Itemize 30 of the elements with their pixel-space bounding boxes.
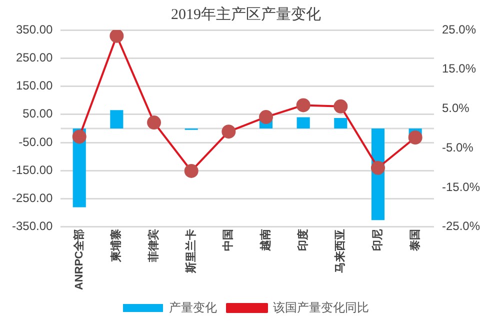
y-tick-label: 50.00: [22, 106, 54, 121]
y2-tick-label: 5.0%: [442, 101, 470, 116]
y2-tick-label: -15.0%: [442, 180, 480, 194]
x-tick-label: 泰国: [409, 228, 422, 252]
x-tick-label: 印度: [296, 228, 310, 251]
x-tick-label: 中国: [222, 228, 235, 251]
x-tick-label: 越南: [259, 228, 272, 252]
x-tick-label: 斯里兰卡: [184, 228, 198, 274]
y-tick-label: 250.00: [16, 50, 54, 64]
y-tick-label: 350.00: [16, 22, 54, 36]
legend-label: 该国产量变化同比: [273, 300, 369, 314]
y-tick-label: -50.00: [18, 134, 54, 149]
y2-tick-label: -5.0%: [442, 140, 474, 154]
y-tick-label: -350.00: [12, 219, 54, 234]
bar: [296, 117, 310, 128]
x-tick-label: 菲律宾: [147, 228, 160, 263]
x-tick-label: 印尼: [371, 228, 384, 251]
x-tick-label: 柬埔寨: [110, 228, 123, 263]
y2-tick-label: 25.0%: [442, 22, 476, 36]
y-tick-label: -150.00: [12, 162, 54, 177]
y2-tick-label: 15.0%: [442, 62, 476, 76]
y-tick-label: -250.00: [12, 191, 54, 206]
legend-label: 产量变化: [169, 300, 217, 314]
y2-tick-label: -25.0%: [442, 219, 480, 234]
bar: [110, 110, 124, 128]
x-tick-label: 马来西亚: [334, 228, 347, 273]
bar: [334, 118, 348, 128]
y-tick-label: 150.00: [16, 78, 54, 93]
x-tick-label: ANRPC全部: [72, 228, 86, 290]
chart-title: 2019年主产区产量变化: [171, 6, 321, 23]
